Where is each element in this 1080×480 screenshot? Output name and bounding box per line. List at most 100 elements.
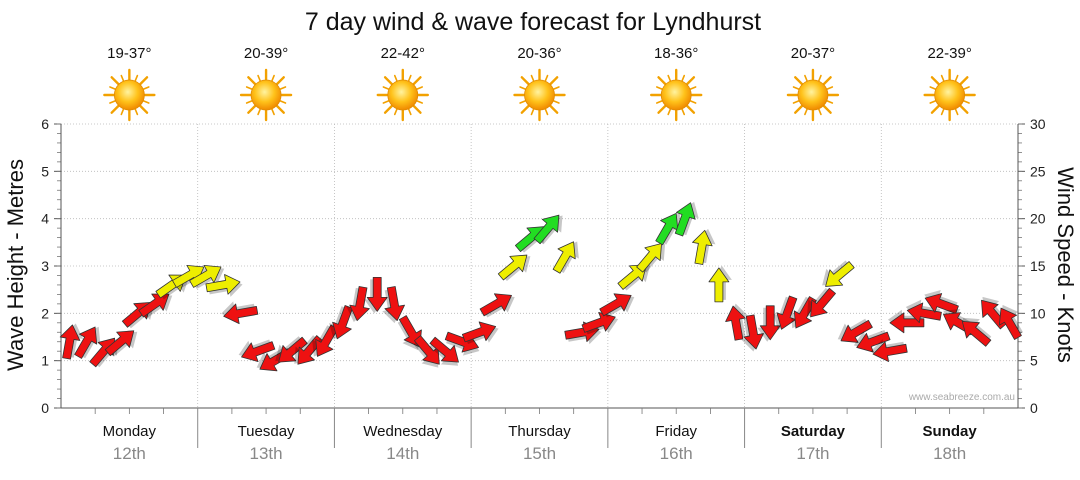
wind-arrow [74, 326, 101, 359]
date-label: 12th [113, 444, 146, 463]
wind-arrow-shape [189, 264, 222, 288]
date-label: 14th [386, 444, 419, 463]
sun-ray [109, 99, 117, 104]
wind-arrow-shape [315, 324, 339, 357]
sun-ray [681, 74, 686, 82]
sun-ray [407, 108, 412, 116]
sun-ray [681, 108, 686, 116]
sun-ray [552, 99, 560, 104]
wind-arrow [961, 317, 992, 347]
wind-arrow [905, 299, 942, 324]
sunny-icon [786, 68, 840, 122]
wind-arrow [346, 286, 370, 323]
wind-arrow-shape [617, 264, 647, 290]
y-tick-label-right: 25 [1030, 163, 1046, 179]
wind-arrow-shape [205, 274, 241, 295]
sunny-icon [376, 68, 429, 122]
sun-ray [962, 86, 970, 91]
sun-ray [279, 86, 287, 91]
sun-ray [138, 104, 149, 114]
sun-ray [110, 104, 120, 114]
day-label: Monday [103, 423, 157, 440]
sun-ray [929, 99, 937, 104]
wind-arrow [757, 305, 781, 342]
wind-arrow-shape [461, 321, 497, 343]
wind-arrow-shape [924, 293, 959, 314]
wind-arrow-shape [138, 293, 170, 318]
sun-ray [930, 104, 941, 114]
sunny-icon [103, 68, 156, 122]
sun-ray [930, 76, 941, 86]
day-label: Saturday [781, 423, 846, 440]
wind-arrow [138, 293, 173, 319]
wind-arrow-shape [725, 305, 746, 341]
wind-arrow [692, 228, 716, 265]
wind-arrow-shape [906, 302, 942, 324]
sun-ray [657, 76, 667, 86]
wind-arrow-shape [889, 312, 925, 334]
sun-ray [954, 74, 959, 82]
sun-ray [794, 76, 804, 86]
wind-arrow [708, 265, 732, 303]
chart-title: 7 day wind & wave forecast for Lyndhurst [305, 8, 761, 36]
wind-arrow-shape [674, 202, 696, 237]
wind-arrow-shape [552, 241, 576, 274]
sun-ray [519, 86, 527, 91]
wind-arrow-shape [414, 335, 440, 365]
wind-arrow-shape [223, 303, 259, 325]
y-tick-label-left: 4 [41, 211, 49, 227]
sun-ray [817, 74, 822, 82]
wind-arrow [655, 212, 682, 246]
sun-ray [667, 74, 672, 82]
sun-ray [412, 104, 422, 114]
sun-ray [822, 104, 832, 114]
wind-arrow [189, 264, 225, 290]
axes: 0 1 2 3 4 5 6 0 5 10 15 20 25 30 Monday 12th Tuesday 13th… [41, 116, 1046, 463]
sun-ray [383, 104, 394, 114]
date-label: 18th [933, 444, 966, 463]
wind-arrow [674, 201, 699, 237]
sun-ray [689, 86, 697, 91]
sun-ray [271, 108, 275, 116]
y-tick-label-left: 5 [41, 163, 49, 179]
y-axis-label-right: Wind Speed - Knots [1053, 167, 1078, 363]
sun-disc [113, 79, 145, 111]
wind-arrow [221, 301, 259, 325]
wind-arrow [59, 323, 84, 360]
wind-arrow [725, 303, 748, 341]
wind-arrow-shape [74, 326, 98, 359]
sun-ray [656, 86, 664, 91]
wind-arrow [382, 286, 405, 324]
wind-arrow [773, 295, 798, 331]
date-label: 13th [250, 444, 283, 463]
wind-arrow [924, 289, 959, 314]
sun-ray [245, 86, 254, 91]
y-tick-label-right: 20 [1030, 211, 1046, 227]
sun-ray [120, 108, 125, 116]
date-label: 16th [660, 444, 693, 463]
sunny-icon [650, 68, 703, 122]
sun-ray [552, 86, 560, 91]
wind-arrow-shape [332, 305, 353, 340]
sun-ray [382, 99, 390, 104]
sun-ray [519, 99, 527, 104]
wind-arrow-shape [497, 254, 528, 281]
sun-disc [250, 79, 282, 111]
temperature-range: 18-36° [654, 45, 698, 62]
sun-ray [247, 104, 257, 114]
sun-ray [959, 76, 969, 86]
day-label: Tuesday [238, 423, 295, 440]
wind-arrow-shape [104, 330, 135, 357]
sun-ray [271, 74, 275, 82]
wind-arrow-shape [636, 243, 662, 273]
wind-arrow-shape [961, 320, 992, 347]
y-tick-label-right: 15 [1030, 258, 1046, 274]
sun-ray [804, 74, 808, 82]
sun-disc [660, 79, 692, 111]
sun-ray [142, 99, 150, 104]
wind-arrow [329, 305, 353, 340]
sun-ray [685, 76, 696, 86]
sun-ray [275, 76, 285, 86]
wind-arrow-shape [708, 267, 730, 303]
